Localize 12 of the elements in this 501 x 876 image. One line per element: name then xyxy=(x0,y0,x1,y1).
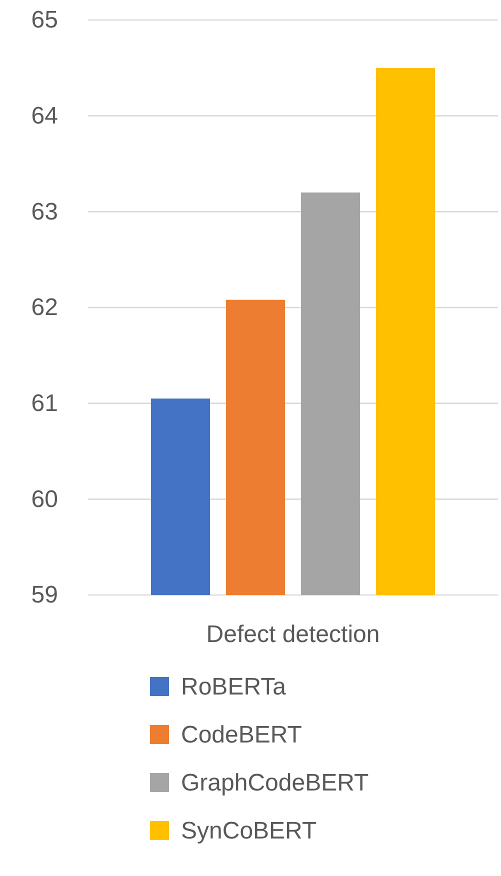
y-tick-label: 60 xyxy=(31,486,58,513)
x-axis-title: Defect detection xyxy=(206,621,380,648)
y-tick-label: 63 xyxy=(31,198,58,226)
legend-label: GraphCodeBERT xyxy=(181,769,369,796)
y-tick-label: 61 xyxy=(31,390,58,418)
legend-label: CodeBERT xyxy=(181,721,302,748)
y-tick-label: 64 xyxy=(31,102,58,130)
legend-label: RoBERTa xyxy=(181,673,287,700)
y-tick-label: 59 xyxy=(31,582,58,609)
legend-label: SynCoBERT xyxy=(181,817,317,844)
y-tick-label: 62 xyxy=(31,294,58,322)
y-tick-label: 65 xyxy=(31,6,58,34)
